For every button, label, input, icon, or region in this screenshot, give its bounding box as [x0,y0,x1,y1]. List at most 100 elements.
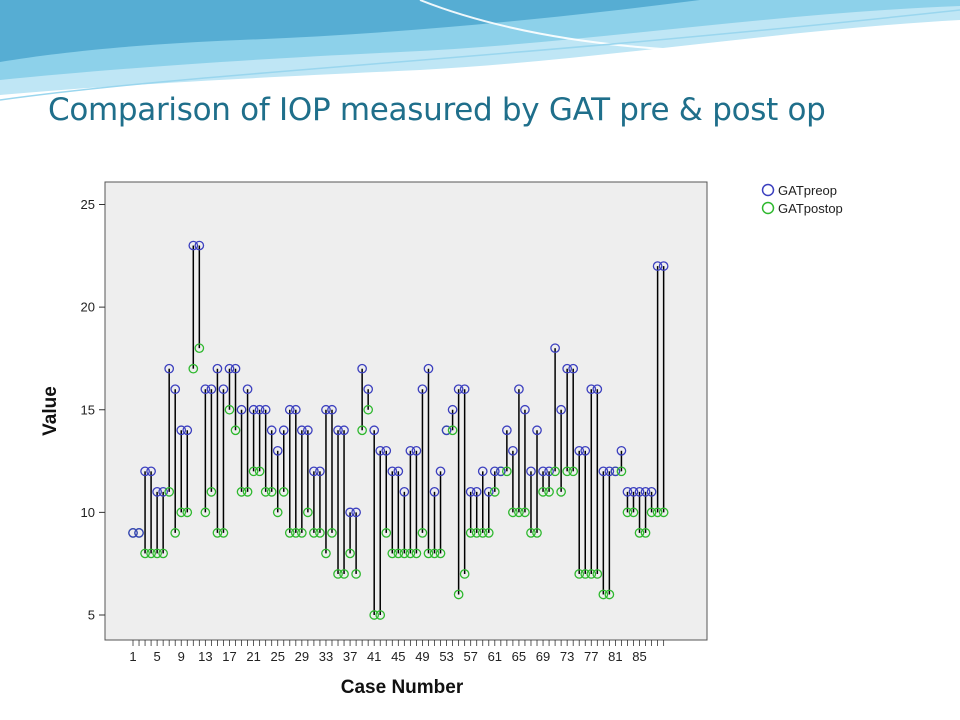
x-tick-label: 5 [154,649,161,664]
point-gatpreop [610,466,621,477]
point-gatpostop [266,486,277,497]
point-gatpreop [266,425,277,436]
point-gatpreop [580,445,591,456]
point-gatpreop [345,507,355,518]
x-tick-label: 13 [198,649,212,664]
point-gatpostop [309,528,319,538]
point-gatpostop [453,589,464,600]
point-gatpreop [387,466,398,477]
point-gatpostop [339,569,349,579]
point-gatpreop [194,240,205,251]
point-gatpreop [236,404,247,415]
point-gatpostop [471,528,482,538]
point-gatpreop [640,486,651,497]
point-gatpreop [568,363,579,374]
point-gatpostop [236,486,247,497]
point-gatpreop [465,486,476,497]
point-gatpostop [477,528,488,538]
x-tick-label: 73 [560,649,574,664]
point-gatpostop [194,343,205,354]
point-gatpreop [230,363,241,374]
markers [128,240,669,620]
point-gatpostop [580,569,591,579]
point-gatpreop [550,343,560,354]
point-gatpostop [242,486,253,497]
point-gatpostop [278,486,289,497]
point-gatpostop [574,569,585,579]
slide-title: Comparison of IOP measured by GAT pre & … [48,92,826,128]
x-tick-label: 81 [608,649,622,664]
point-gatpreop [200,384,211,395]
point-gatpostop [158,548,168,559]
point-gatpreop [296,425,307,436]
point-gatpreop [411,445,422,456]
point-gatpostop [423,548,434,559]
point-gatpreop [538,466,548,477]
point-gatpostop [363,404,374,415]
point-gatpostop [357,425,367,436]
point-gatpreop [351,507,361,518]
point-gatpostop [284,528,295,538]
point-gatpostop [369,610,380,620]
point-gatpreop [290,404,301,415]
point-gatpostop [622,507,633,518]
point-gatpostop [586,569,597,579]
y-tick-label: 20 [81,300,95,315]
point-gatpostop [658,507,669,518]
point-gatpostop [399,548,410,559]
point-gatpreop [333,425,343,436]
point-gatpreop [423,363,434,374]
point-gatpostop [652,507,663,518]
point-gatpostop [327,528,337,538]
point-gatpreop [339,425,349,436]
y-axis: 5 10 15 20 25 [81,197,105,623]
point-gatpostop [254,466,265,477]
x-tick-label: 61 [488,649,502,664]
point-gatpostop [616,466,627,477]
x-axis: 1 5 9 13 17 21 25 29 33 37 41 45 49 53 57 61 65 69 73 77 81 8… [129,640,665,664]
point-gatpreop [369,425,380,436]
point-gatpreop [508,445,518,456]
point-gatpreop [176,425,187,436]
point-gatpreop [405,445,416,456]
point-gatpreop [417,384,428,395]
legend: GATpreop GATpostop [761,183,843,216]
legend-preop-marker [761,183,775,197]
point-gatpostop [447,425,458,436]
point-gatpostop [290,528,301,538]
point-gatpostop [303,507,313,518]
point-gatpreop [278,425,289,436]
point-gatpostop [393,548,404,559]
point-gatpostop [435,548,446,559]
point-gatpostop [568,466,579,477]
point-gatpostop [315,528,325,538]
x-tick-label: 49 [415,649,429,664]
x-tick-label: 65 [512,649,526,664]
point-gatpreop [381,445,392,456]
point-gatpostop [351,569,361,579]
point-gatpreop [447,404,458,415]
point-gatpreop [363,384,374,395]
point-gatpostop [260,486,271,497]
point-gatpostop [598,589,609,600]
point-gatpreop [616,445,627,456]
point-gatpostop [465,528,476,538]
point-gatpostop [634,528,645,538]
point-gatpreop [435,466,446,477]
x-tick-label: 25 [270,649,284,664]
x-tick-label: 21 [246,649,260,664]
point-gatpreop [146,466,156,477]
point-gatpreop [152,486,162,497]
point-gatpreop [375,445,386,456]
point-gatpreop [544,466,554,477]
point-gatpostop [152,548,162,559]
point-gatpreop [574,445,585,456]
x-tick-label: 1 [129,649,136,664]
point-gatpreop [502,425,512,436]
y-tick-label: 5 [88,608,95,623]
point-gatpostop [146,548,156,559]
point-gatpreop [321,404,331,415]
point-gatpostop [483,528,494,538]
point-gatpostop [272,507,283,518]
point-gatpreop [224,363,235,374]
